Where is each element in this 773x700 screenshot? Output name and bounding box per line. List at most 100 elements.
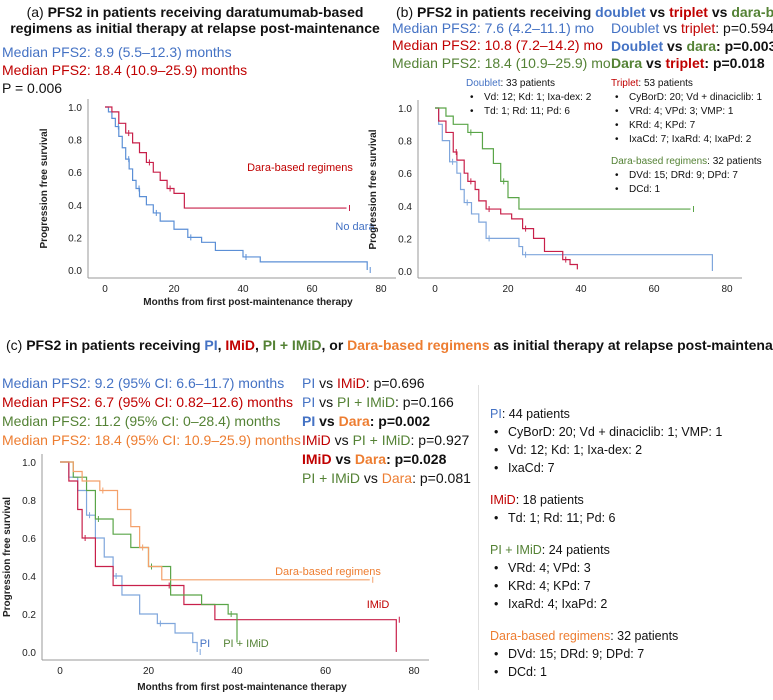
list-item: DVd: 15; DRd: 9; DPd: 7 [494, 645, 722, 663]
list-item: IxaCd: 7; IxaRd: 4; IxaPd: 2 [615, 133, 762, 147]
comparison-b: triplet [681, 20, 716, 36]
list-item: Vd: 12; Kd: 1; Ixa-dex: 2 [470, 91, 591, 105]
y-tick-label: 0.6 [68, 168, 82, 179]
title-part-triplet: triplet [669, 4, 708, 20]
comparison-vs: vs [315, 413, 339, 429]
comparison-b: Dara [354, 451, 387, 467]
panel-a-label: (a) [26, 4, 48, 20]
title-part-pi: PI [204, 337, 218, 353]
panel-c-comparisons: PI vs IMiD: p=0.696 PI vs PI + IMiD: p=0… [302, 374, 471, 488]
y-tick-label: 1.0 [22, 458, 36, 469]
panel-b-doublet-list: Doublet: 33 patients Vd: 12; Kd: 1; Ixa-… [466, 77, 591, 119]
x-tick-label: 0 [102, 284, 108, 295]
list-item: IxaRd: 4; IxaPd: 2 [494, 595, 722, 613]
list-item: IxaCd: 7 [494, 459, 722, 477]
comparison-vs: vs [642, 55, 666, 71]
y-tick-label: 0.0 [22, 648, 36, 659]
group-name: Dara-based regimens [490, 629, 611, 643]
x-tick-label: 0 [432, 284, 438, 295]
divider [478, 385, 479, 690]
median-pi: Median PFS2: 9.2 (95% CI: 6.6–11.7) mont… [2, 375, 285, 391]
y-axis-label: Progression free survival [368, 129, 379, 249]
km-curve-triplet [435, 107, 578, 270]
panel-a-title-line2: regimens as initial therapy at relapse p… [10, 20, 380, 36]
x-tick-label: 60 [648, 284, 660, 295]
comparison-p: : p=0.927 [410, 432, 470, 448]
panel-a-title: (a) PFS2 in patients receiving daratumum… [0, 4, 390, 36]
median-pi-imid: Median PFS2: 11.2 (95% CI: 0–28.4) month… [2, 413, 281, 429]
comparison-p: : p=0.081 [412, 470, 471, 486]
median-dara: Median PFS2: 18.4 (95% CI: 10.9–25.9) mo… [2, 432, 301, 448]
y-tick-label: 0.4 [398, 202, 412, 213]
curve-label: Dara-based regimens [275, 566, 381, 578]
panel-c-group-list: PI: 44 patients CyBorD: 20; Vd + dinacic… [490, 405, 722, 681]
x-tick-label: 40 [231, 666, 243, 677]
comparison: PI vs Dara: p=0.002 [302, 412, 471, 431]
panel-c-medians: Median PFS2: 9.2 (95% CI: 6.6–11.7) mont… [2, 374, 301, 450]
comparison-vs: vs [359, 470, 382, 486]
comparison-b: Dara [381, 470, 413, 486]
y-tick-label: 1.0 [68, 103, 82, 114]
y-axis-label: Progression free survival [2, 497, 13, 617]
list-item: KRd: 4; KPd: 7 [494, 577, 722, 595]
list-item: Td: 1; Rd: 11; Pd: 6 [470, 105, 591, 119]
comparison-vs: vs [330, 432, 353, 448]
comparison-b: dara [686, 37, 717, 54]
comparison: Dara vs triplet: p=0.018 [611, 55, 773, 73]
y-tick-label: 0.6 [398, 169, 412, 180]
curve-label: PI [200, 638, 210, 650]
title-part: vs [707, 4, 732, 20]
panel-b-median-doublet: Median PFS2: 7.6 (4.2–11.1) mo [392, 20, 595, 36]
comparison: PI vs PI + IMiD: p=0.166 [302, 393, 471, 412]
group-name: PI + IMiD [490, 543, 542, 557]
y-tick-label: 0.6 [22, 534, 36, 545]
x-tick-label: 20 [168, 284, 180, 295]
list-item: DCd: 1 [494, 663, 722, 681]
km-curve-dara-based-regimens [105, 106, 347, 209]
title-part: PFS2 in patients receiving [26, 337, 205, 353]
comparison-p: : p=0.003 [716, 37, 773, 54]
curve-label: No dara [335, 221, 375, 233]
comparison-b: PI + IMiD [337, 394, 395, 410]
x-axis-label: Months from first post-maintenance thera… [143, 297, 353, 308]
y-tick-label: 0.2 [68, 233, 82, 244]
group-name: Dara-based regimens [611, 156, 708, 167]
curve-label: Dara-based regimens [247, 162, 353, 174]
km-curve-dara-based-regimens [435, 107, 691, 210]
group-count: : 33 patients [500, 78, 555, 89]
y-tick-label: 0.4 [22, 572, 36, 583]
x-tick-label: 20 [143, 666, 155, 677]
group-count: : 24 patients [541, 543, 610, 557]
group-count: : 18 patients [515, 493, 584, 507]
panel-b-label: (b) [396, 4, 417, 20]
comparison-p: : p=0.018 [704, 55, 765, 71]
km-curve-dara-based-regimens [60, 461, 370, 581]
group-count: : 32 patients [610, 629, 679, 643]
comparison-a: PI [302, 413, 316, 429]
list-item: VRd: 4; VPd: 3; VMP: 1 [615, 105, 762, 119]
panel-c-title: (c) PFS2 in patients receiving PI, IMiD,… [6, 337, 773, 353]
list-item: CyBorD: 20; Vd + dinaciclib: 1; VMP: 1 [494, 423, 722, 441]
comparison: Doublet vs dara: p=0.003 [611, 38, 773, 56]
x-tick-label: 40 [237, 284, 249, 295]
title-part-dara: dara-based regimens [731, 4, 773, 20]
title-part-pi-imid: PI + IMiD [262, 337, 322, 353]
y-tick-label: 0.8 [398, 137, 412, 148]
comparison-p: : p=0.002 [369, 413, 431, 429]
comparison: PI + IMiD vs Dara: p=0.081 [302, 469, 471, 488]
comparison-vs: vs [315, 375, 338, 391]
comparison-vs: vs [315, 394, 338, 410]
group-name: Doublet [466, 78, 501, 89]
km-curve-pi-imid [60, 461, 238, 643]
panel-a-median-dara: Median PFS2: 18.4 (10.9–25.9) months [2, 62, 248, 78]
x-tick-label: 80 [375, 284, 387, 295]
comparison-a: PI [302, 394, 316, 410]
panel-c-label: (c) [6, 337, 27, 353]
km-curve-imid [60, 461, 397, 652]
panel-a-p-value: P = 0.006 [2, 80, 63, 96]
km-curve-doublet [435, 107, 713, 271]
group-count: : 32 patients [707, 156, 762, 167]
list-item: CyBorD: 20; Vd + dinaciclib: 1 [615, 91, 762, 105]
group-name: PI [490, 407, 502, 421]
